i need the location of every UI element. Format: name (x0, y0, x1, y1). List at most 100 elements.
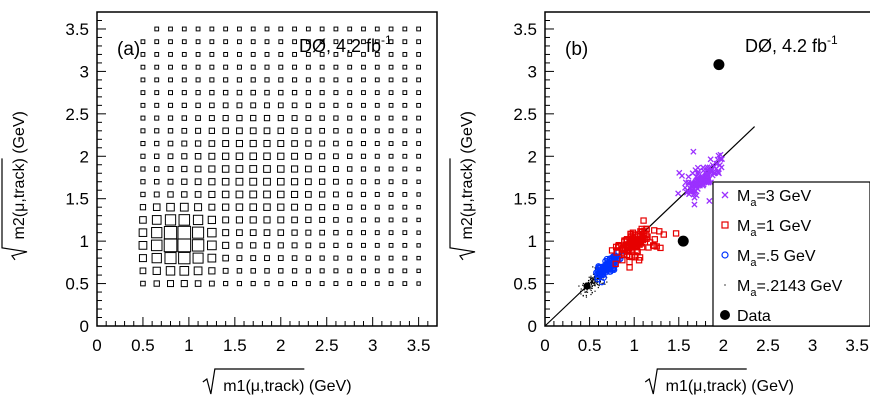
point-dot (590, 277, 592, 280)
y-tick-label: 1.5 (65, 190, 89, 209)
histogram-box (222, 89, 229, 96)
point-square (612, 243, 620, 251)
histogram-box (416, 77, 422, 83)
histogram-box (221, 177, 230, 186)
histogram-box (416, 243, 421, 248)
x-axis-label-text: m1(μ,track) (GeV) (666, 378, 794, 395)
histogram-box (208, 190, 216, 199)
histogram-box (140, 153, 146, 159)
histogram-box (291, 203, 299, 211)
histogram-box (388, 179, 394, 185)
y-tick-label: 2 (528, 147, 537, 166)
point-dot (594, 282, 596, 284)
histogram-box (263, 114, 271, 122)
histogram-box (264, 39, 270, 45)
point-dot (599, 281, 601, 283)
histogram-box (277, 165, 285, 173)
histogram-box (250, 114, 257, 122)
histogram-box (264, 77, 270, 83)
point-square (608, 247, 616, 254)
point-dot (594, 285, 596, 287)
histogram-box (168, 52, 173, 57)
histogram-box (305, 52, 311, 57)
histogram-box (319, 127, 325, 134)
histogram-box (181, 165, 188, 173)
histogram-box (333, 281, 339, 287)
point-dot (588, 280, 590, 282)
histogram-box (332, 178, 339, 185)
y-tick-label: 3 (80, 62, 89, 81)
point-cross (698, 175, 705, 182)
point-dot (594, 284, 596, 286)
histogram-box (416, 39, 422, 45)
histogram-box (250, 268, 256, 274)
histogram-box (165, 266, 176, 276)
histogram-box (360, 230, 366, 236)
histogram-box (151, 227, 163, 239)
histogram-box (140, 102, 146, 108)
point-square (634, 231, 642, 238)
histogram-box (181, 115, 188, 121)
histogram-box (209, 26, 215, 32)
histogram-box (388, 242, 394, 248)
histogram-box (222, 115, 229, 122)
histogram-box (402, 115, 408, 121)
legend-entry: Ma=.5 GeV (737, 248, 816, 269)
point-square (631, 252, 638, 259)
point-cross (715, 168, 722, 176)
point-dot (594, 290, 596, 292)
histogram-box (263, 190, 271, 199)
histogram-box (263, 203, 271, 211)
histogram-box (207, 215, 216, 225)
histogram-box (333, 140, 339, 147)
histogram-box (333, 255, 339, 261)
histogram-box (388, 230, 394, 236)
histogram-box (333, 39, 339, 45)
point-circle (598, 278, 606, 286)
histogram-box (139, 267, 147, 275)
histogram-box (291, 165, 299, 173)
histogram-box (305, 39, 311, 45)
histogram-box (138, 241, 148, 250)
x-tick-label: 1.5 (223, 336, 247, 355)
histogram-box (154, 140, 160, 147)
histogram-box (209, 52, 215, 57)
histogram-box (223, 26, 229, 32)
histogram-box (319, 255, 325, 261)
point-square (632, 244, 639, 251)
histogram-box (278, 26, 284, 32)
data-point (583, 282, 591, 290)
histogram-box (347, 52, 353, 57)
histogram-box (347, 115, 353, 121)
histogram-box (178, 214, 191, 226)
point-dot (597, 286, 599, 289)
histogram-box (360, 128, 366, 134)
point-dot (583, 289, 586, 291)
point-dot (589, 278, 592, 280)
x-tick-label: 2 (276, 336, 285, 355)
histogram-box (140, 141, 146, 147)
histogram-box (402, 179, 408, 185)
x-tick-label: 1 (184, 336, 193, 355)
histogram-box (277, 152, 285, 160)
histogram-box (208, 127, 216, 134)
histogram-box (361, 255, 366, 261)
histogram-box (222, 203, 230, 211)
point-square (672, 230, 680, 237)
histogram-box (347, 26, 353, 32)
histogram-box (151, 252, 162, 264)
point-square (721, 221, 729, 229)
histogram-box (347, 204, 353, 210)
point-cross (714, 160, 721, 167)
histogram-box (208, 203, 216, 211)
x-tick-label: 2 (719, 336, 728, 355)
histogram-box (402, 128, 408, 134)
histogram-box (207, 227, 217, 238)
histogram-box (191, 239, 205, 252)
point-dot (590, 279, 592, 282)
histogram-box (249, 229, 257, 237)
x-tick-label: 0 (92, 336, 101, 355)
histogram-box (277, 190, 285, 199)
histogram-box (195, 64, 201, 70)
histogram-box (236, 127, 243, 135)
